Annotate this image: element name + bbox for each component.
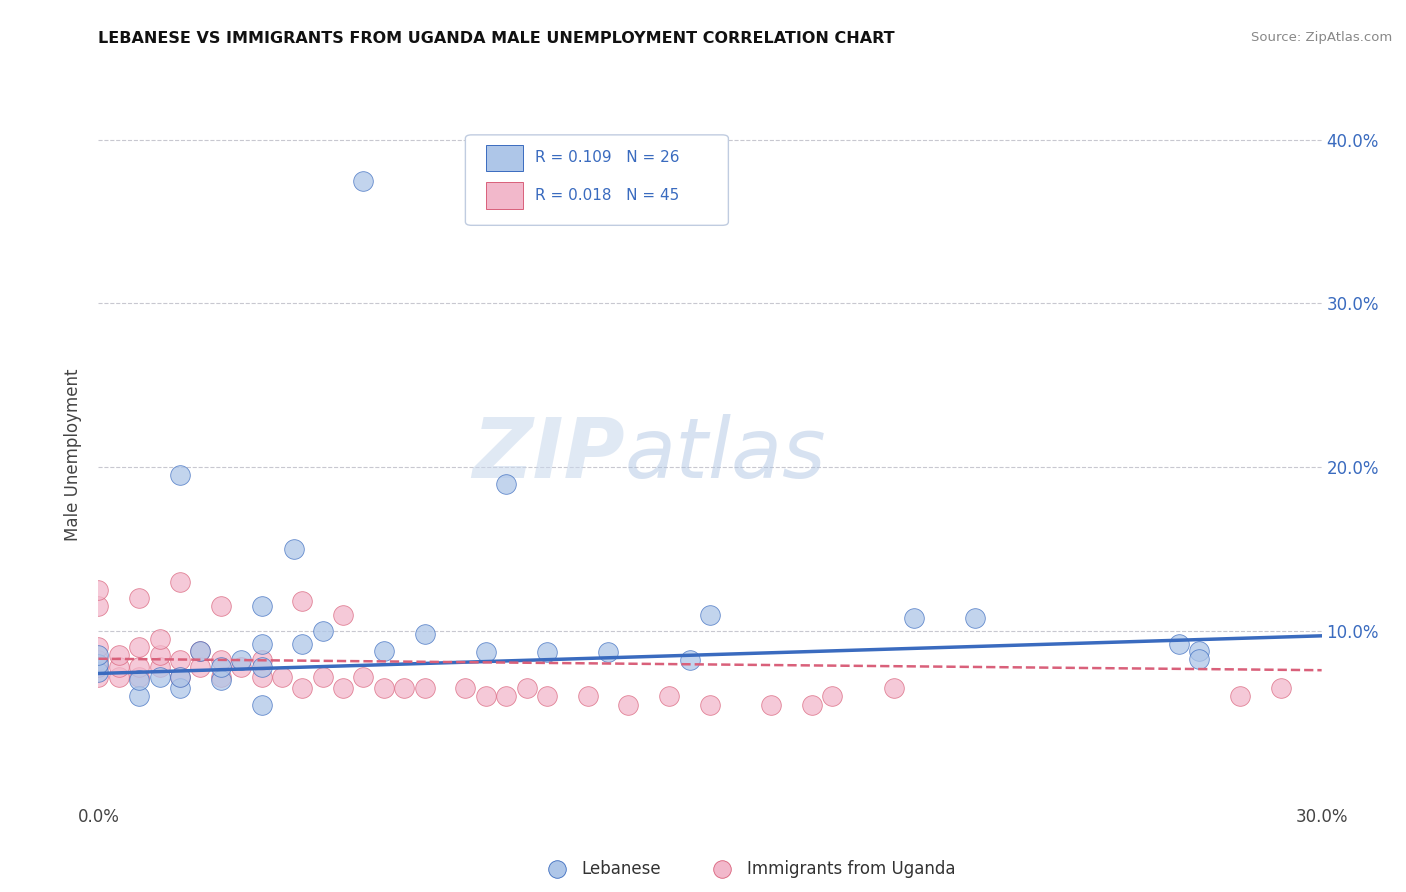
Point [392, 681, 416, 696]
Point [312, 670, 335, 684]
Text: Source: ZipAtlas.com: Source: ZipAtlas.com [1251, 31, 1392, 45]
Point [250, 637, 273, 651]
Point [149, 632, 172, 646]
Point [108, 660, 131, 674]
Point [474, 690, 498, 704]
Point [536, 645, 558, 659]
Point [209, 673, 232, 687]
Point [209, 653, 232, 667]
Point [128, 670, 150, 684]
Point [169, 670, 191, 684]
Point [291, 681, 314, 696]
Point [87, 665, 110, 679]
Point [332, 607, 354, 622]
Point [495, 476, 517, 491]
Point [332, 681, 354, 696]
Point [413, 627, 436, 641]
Text: LEBANESE VS IMMIGRANTS FROM UGANDA MALE UNEMPLOYMENT CORRELATION CHART: LEBANESE VS IMMIGRANTS FROM UGANDA MALE … [98, 31, 896, 46]
Point [108, 670, 131, 684]
Point [87, 640, 110, 655]
FancyBboxPatch shape [486, 145, 523, 171]
Y-axis label: Male Unemployment: Male Unemployment [65, 368, 83, 541]
Point [883, 681, 905, 696]
Point [250, 660, 273, 674]
Point [149, 648, 172, 663]
Point [250, 599, 273, 614]
Point [209, 660, 232, 674]
Point [128, 591, 150, 606]
Point [291, 594, 314, 608]
Point [413, 681, 436, 696]
FancyBboxPatch shape [486, 182, 523, 209]
Point [188, 643, 212, 657]
Point [658, 690, 681, 704]
Point [679, 653, 702, 667]
Point [536, 690, 558, 704]
Point [231, 660, 253, 674]
Point [149, 660, 172, 674]
Point [188, 643, 212, 657]
Point [474, 645, 498, 659]
Point [169, 653, 191, 667]
FancyBboxPatch shape [465, 135, 728, 226]
Point [87, 660, 110, 674]
Point [1188, 643, 1211, 657]
Point [373, 643, 395, 657]
Point [699, 607, 721, 622]
Point [352, 670, 374, 684]
Point [250, 698, 273, 712]
Point [576, 690, 599, 704]
Point [965, 611, 987, 625]
Point [1167, 637, 1189, 651]
Text: R = 0.109   N = 26: R = 0.109 N = 26 [536, 151, 679, 165]
Point [373, 681, 395, 696]
Point [903, 611, 925, 625]
Point [169, 670, 191, 684]
Point [250, 653, 273, 667]
Point [801, 698, 824, 712]
Point [291, 637, 314, 651]
Point [188, 660, 212, 674]
Point [821, 690, 844, 704]
Point [108, 648, 131, 663]
Point [598, 645, 620, 659]
Point [87, 599, 110, 614]
Text: ZIP: ZIP [472, 415, 624, 495]
Point [270, 670, 294, 684]
Text: Immigrants from Uganda: Immigrants from Uganda [747, 860, 955, 878]
Point [1188, 651, 1211, 665]
Point [312, 624, 335, 638]
Point [87, 582, 110, 597]
Point [169, 681, 191, 696]
Point [209, 670, 232, 684]
Point [617, 698, 640, 712]
Text: Lebanese: Lebanese [582, 860, 661, 878]
Point [209, 599, 232, 614]
Point [1270, 681, 1292, 696]
Point [128, 673, 150, 687]
Point [169, 574, 191, 589]
Point [699, 698, 721, 712]
Point [87, 648, 110, 663]
Point [231, 653, 253, 667]
Point [128, 690, 150, 704]
Point [87, 670, 110, 684]
Point [283, 542, 305, 557]
Point [761, 698, 783, 712]
Point [352, 174, 374, 188]
Point [250, 670, 273, 684]
Point [128, 640, 150, 655]
Point [516, 681, 538, 696]
Point [495, 690, 517, 704]
Point [87, 657, 110, 671]
Point [169, 468, 191, 483]
Point [454, 681, 477, 696]
Point [87, 653, 110, 667]
Point [149, 670, 172, 684]
Point [1229, 690, 1251, 704]
Text: R = 0.018   N = 45: R = 0.018 N = 45 [536, 188, 679, 202]
Point [128, 660, 150, 674]
Text: atlas: atlas [624, 415, 827, 495]
